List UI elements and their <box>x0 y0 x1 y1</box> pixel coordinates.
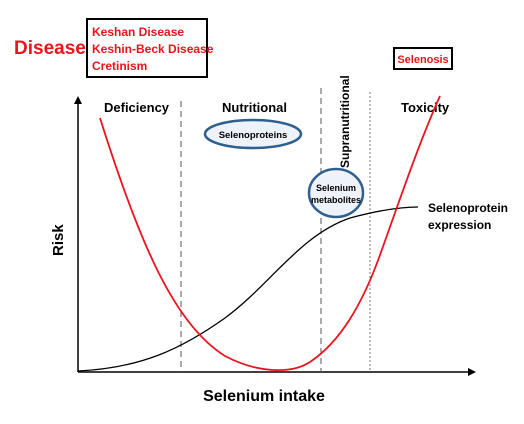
deficiency-disease-box <box>86 18 208 78</box>
disease-label: Disease <box>14 38 86 59</box>
disease-item-cretinism: Cretinism <box>92 59 147 73</box>
disease-item-keshin-beck: Keshin-Beck Disease <box>92 42 214 56</box>
selenium-metabolites-label-line1: Selenium <box>316 183 356 193</box>
zone-label-nutritional: Nutritional <box>222 100 287 115</box>
selenoproteins-label: Selenoproteins <box>219 130 288 141</box>
expression-label-line2: expression <box>428 218 491 232</box>
selenosis-box <box>393 47 453 70</box>
disease-item-keshan: Keshan Disease <box>92 25 184 39</box>
y-axis-label: Risk <box>50 224 67 256</box>
selenium-metabolites-label-line2: metabolites <box>311 195 361 205</box>
zone-label-toxicity: Toxicity <box>401 100 450 115</box>
x-axis-label: Selenium intake <box>203 388 325 405</box>
expression-label-line1: Selenoprotein <box>428 201 508 215</box>
zone-label-deficiency: Deficiency <box>104 100 170 115</box>
selenium-metabolites-bubble <box>307 167 365 219</box>
risk-curve <box>99 95 441 372</box>
selenoprotein-expression-curve <box>77 206 419 372</box>
zone-label-supranutritional: Supranutritional <box>338 75 352 168</box>
selenosis-label: Selenosis <box>397 54 448 66</box>
selenoproteins-bubble <box>203 118 303 150</box>
